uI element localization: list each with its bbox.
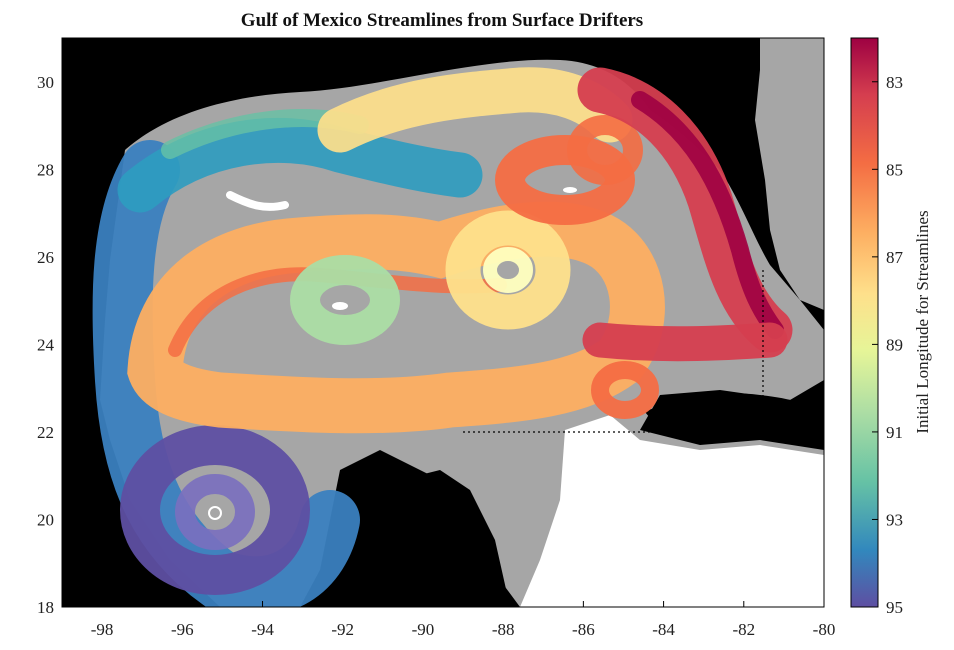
colorbar-tick-label: 95 [886, 598, 903, 617]
y-tick-label: 18 [37, 598, 54, 617]
x-tick-label: -80 [813, 620, 836, 639]
streamline-florida-straits [582, 322, 788, 362]
y-tick-label: 28 [37, 160, 54, 179]
x-tick-label: -90 [412, 620, 435, 639]
no-data-region [520, 415, 824, 607]
eddy-center-northeast [563, 187, 577, 193]
eddy-central-cream-inner [483, 247, 533, 293]
map-area [62, 38, 824, 607]
eddy-center-western [208, 506, 222, 520]
eddy-western-gulf-inner [175, 474, 255, 550]
eddy-center-green [332, 302, 348, 310]
chart-title: Gulf of Mexico Streamlines from Surface … [241, 10, 643, 31]
x-axis: -98 -96 -94 -92 -90 -88 -86 -84 -82 -80 [91, 601, 836, 639]
y-tick-label: 30 [37, 73, 54, 92]
streamline-loop-current [127, 201, 665, 434]
y-tick-label: 24 [37, 335, 55, 354]
colorbar-tick-label: 93 [886, 510, 903, 529]
streamline-eastern-edge [631, 91, 784, 339]
x-tick-label: -86 [572, 620, 595, 639]
colorbar-tick-label: 87 [886, 248, 904, 267]
colorbar-tick-label: 91 [886, 423, 903, 442]
dotted-boundary [463, 270, 764, 433]
colorbar [850, 37, 879, 608]
x-tick-label: -98 [91, 620, 114, 639]
cuba-land [645, 393, 824, 440]
colorbar-ticks: 83 85 87 89 91 93 95 [872, 73, 904, 617]
colorbar-label: Initial Longitude for Streamlines [913, 210, 932, 433]
eddy-central-cream [445, 210, 571, 330]
plot-frame [61, 37, 825, 608]
streamlines [92, 67, 793, 607]
yucatan-land [340, 470, 510, 607]
y-tick-label: 26 [37, 248, 54, 267]
colorbar-tick-label: 85 [886, 160, 903, 179]
colorbar-tick-label: 83 [886, 73, 903, 92]
x-tick-label: -96 [171, 620, 194, 639]
florida-shelf [755, 38, 824, 310]
y-tick-label: 20 [37, 510, 54, 529]
x-tick-label: -94 [251, 620, 274, 639]
eddy-northeast-upper [567, 115, 643, 185]
eddy-western-gulf [120, 425, 310, 595]
colorbar-tick-label: 89 [886, 335, 903, 354]
x-tick-label: -82 [732, 620, 755, 639]
y-axis: 30 28 26 24 22 20 18 [37, 73, 68, 617]
y-tick-label: 22 [37, 423, 54, 442]
eddy-southeast [591, 361, 659, 419]
x-tick-label: -88 [492, 620, 515, 639]
white-gap-north [226, 191, 289, 211]
eddy-central-green [290, 255, 400, 345]
x-tick-label: -84 [652, 620, 675, 639]
x-tick-label: -92 [331, 620, 354, 639]
